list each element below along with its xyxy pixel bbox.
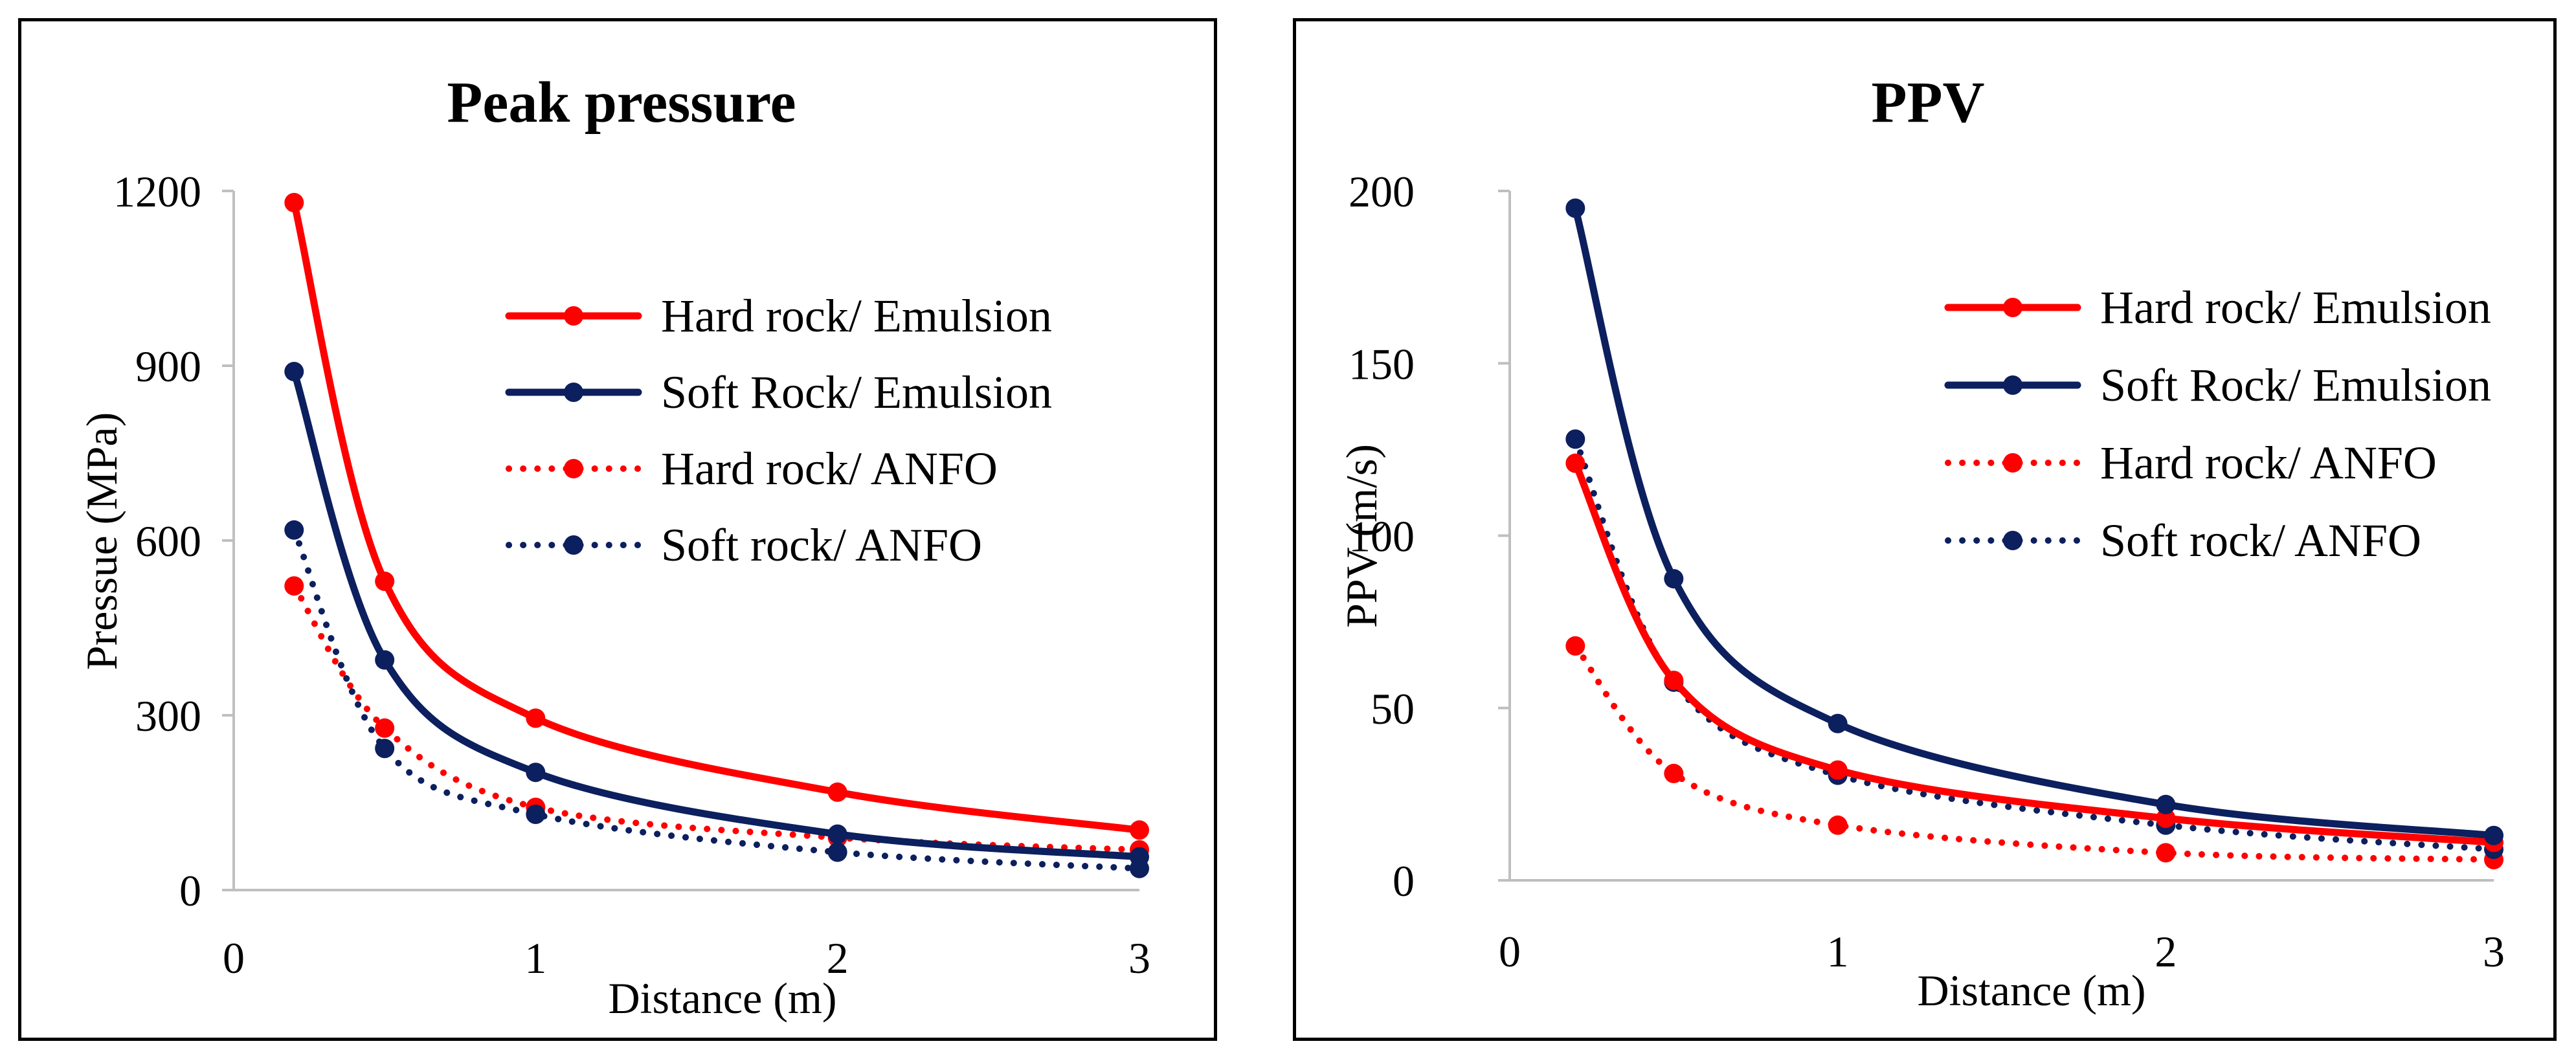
legend-swatch-marker xyxy=(2003,298,2022,317)
legend-swatch-marker xyxy=(2003,531,2022,550)
data-point xyxy=(2156,843,2176,863)
data-point xyxy=(526,763,546,783)
ppv-chart: PPV 0 50 100 150 200 0 1 2 3 Distance (m) PPV (m/s)… xyxy=(1337,71,2505,1015)
legend-label: Hard rock/ ANFO xyxy=(661,443,998,495)
data-point xyxy=(1828,713,1848,733)
y-tick-label: 50 xyxy=(1371,684,1415,733)
series-hard-rock-emulsion xyxy=(1565,453,2503,853)
x-axis-title: Distance (m) xyxy=(608,974,836,1023)
series-line xyxy=(291,583,1143,853)
chart-panel-peak-pressure: Peak pressure 0 300 600 900 1200 0 1 2 3 Distance … xyxy=(18,18,1217,1041)
x-tick-label: 3 xyxy=(1128,933,1150,983)
peak-pressure-chart: Peak pressure 0 300 600 900 1200 0 1 2 3 Distance … xyxy=(77,71,1150,1023)
series-line xyxy=(1571,460,2498,846)
data-point xyxy=(1565,636,1585,656)
y-tick-label: 100 xyxy=(1349,512,1415,561)
legend-label: Soft Rock/ Emulsion xyxy=(661,366,1052,418)
series-hard-rock-emulsion xyxy=(284,193,1149,840)
data-point xyxy=(375,572,395,591)
legend-label: Hard rock/ Emulsion xyxy=(2100,282,2491,333)
legend-item-soft-rock-anfo: Soft rock/ ANFO xyxy=(506,519,982,571)
data-point xyxy=(827,842,847,862)
legend-item-hard-rock-emulsion: Hard rock/ Emulsion xyxy=(505,290,1052,342)
chart-title: Peak pressure xyxy=(447,71,796,135)
x-tick-label: 2 xyxy=(2155,927,2177,976)
y-tick-label: 600 xyxy=(135,517,201,566)
data-point xyxy=(1664,569,1684,589)
data-point xyxy=(2484,825,2503,845)
legend-label: Hard rock/ Emulsion xyxy=(661,290,1052,342)
x-tick-label: 3 xyxy=(2483,927,2505,976)
data-point xyxy=(526,805,546,824)
legend: Hard rock/ Emulsion Soft Rock/ Emulsion Ha… xyxy=(505,290,1052,571)
series-soft-rock-emulsion xyxy=(284,362,1149,867)
legend-swatch-marker xyxy=(564,306,583,326)
x-tick-label: 0 xyxy=(223,933,245,983)
data-point xyxy=(1565,198,1585,218)
series-line xyxy=(1572,436,2497,853)
data-point xyxy=(1565,429,1585,449)
y-tick-label: 200 xyxy=(1349,167,1415,216)
legend-swatch-marker xyxy=(2003,453,2022,473)
data-point xyxy=(284,520,304,540)
series-line xyxy=(1572,642,2497,864)
data-point xyxy=(1664,671,1684,691)
data-point xyxy=(1828,760,1848,780)
data-point xyxy=(1828,815,1848,835)
legend-item-hard-rock-emulsion: Hard rock/ Emulsion xyxy=(1944,282,2491,333)
data-point xyxy=(375,650,395,670)
series-soft-rock-emulsion xyxy=(1565,198,2503,845)
legend-swatch-marker xyxy=(564,535,583,555)
data-point xyxy=(1130,847,1149,867)
legend-item-soft-rock-anfo: Soft rock/ ANFO xyxy=(1945,515,2421,566)
x-axis-title: Distance (m) xyxy=(1917,966,2145,1015)
x-tick-label: 1 xyxy=(1827,927,1849,976)
legend-swatch-marker xyxy=(564,459,583,478)
data-point xyxy=(827,782,847,802)
legend-item-hard-rock-anfo: Hard rock/ ANFO xyxy=(506,443,998,495)
legend-item-soft-rock-emulsion: Soft Rock/ Emulsion xyxy=(1944,359,2491,411)
y-axis-title: Pressue (MPa) xyxy=(77,412,126,671)
data-point xyxy=(1664,763,1684,783)
legend: Hard rock/ Emulsion Soft Rock/ Emulsion Ha… xyxy=(1944,282,2491,566)
data-point xyxy=(375,739,395,759)
data-point xyxy=(375,718,395,738)
y-tick-label: 1200 xyxy=(113,167,201,216)
series-line xyxy=(290,368,1143,861)
data-point xyxy=(526,708,546,728)
chart-panel-ppv: PPV 0 50 100 150 200 0 1 2 3 Distance (m) PPV (m/s)… xyxy=(1293,18,2557,1041)
legend-label: Soft Rock/ Emulsion xyxy=(2100,359,2491,411)
y-axis-title: PPV (m/s) xyxy=(1337,444,1386,628)
data-point xyxy=(1130,820,1149,840)
data-point xyxy=(284,576,304,596)
data-point xyxy=(2156,794,2176,814)
legend-swatch-marker xyxy=(2003,375,2022,395)
x-tick-label: 1 xyxy=(524,933,546,983)
y-tick-label: 0 xyxy=(179,866,201,915)
legend-label: Soft rock/ ANFO xyxy=(2100,515,2421,566)
x-tick-label: 2 xyxy=(827,933,849,983)
data-point xyxy=(284,362,304,381)
y-tick-label: 150 xyxy=(1349,339,1415,388)
data-point xyxy=(1565,453,1585,473)
legend-label: Hard rock/ ANFO xyxy=(2100,437,2437,489)
legend-swatch-marker xyxy=(564,383,583,402)
data-point xyxy=(2156,808,2176,829)
data-point xyxy=(284,193,304,212)
y-tick-label: 900 xyxy=(135,342,201,391)
legend-item-soft-rock-emulsion: Soft Rock/ Emulsion xyxy=(505,366,1052,418)
y-tick-label: 0 xyxy=(1393,856,1415,906)
chart-title: PPV xyxy=(1872,71,1985,135)
x-tick-label: 0 xyxy=(1499,927,1521,976)
legend-label: Soft rock/ ANFO xyxy=(661,519,982,571)
data-point xyxy=(827,824,847,844)
legend-item-hard-rock-anfo: Hard rock/ ANFO xyxy=(1945,437,2437,489)
y-tick-label: 300 xyxy=(135,691,201,741)
